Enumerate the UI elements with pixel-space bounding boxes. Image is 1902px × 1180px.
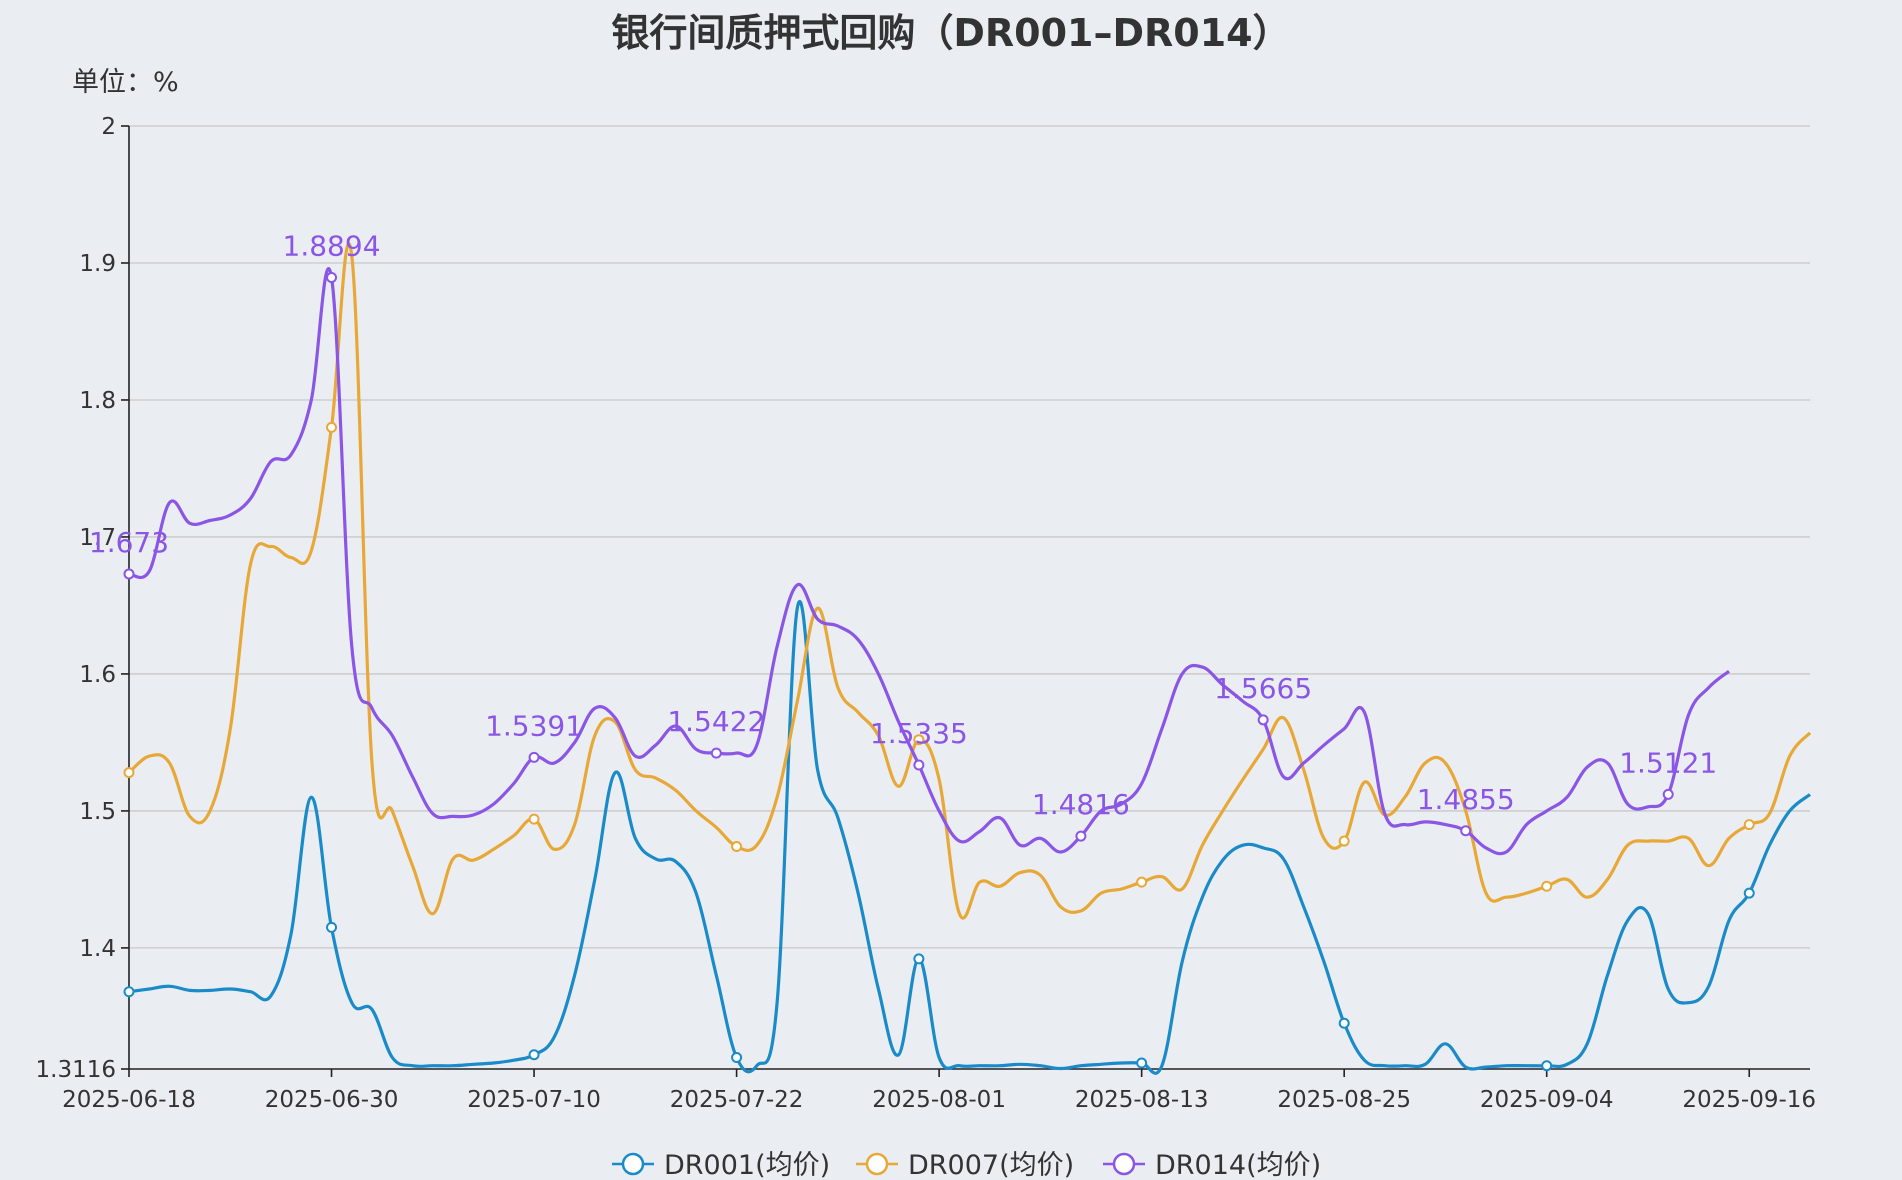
data-point (123, 986, 135, 998)
data-label: 1.673 (89, 526, 169, 559)
data-point (1136, 1057, 1148, 1069)
data-point (913, 953, 925, 965)
legend-marker (865, 1152, 889, 1176)
series-line (127, 242, 1812, 920)
data-point (528, 1049, 540, 1061)
data-label: 1.5665 (1214, 672, 1312, 705)
data-point (731, 841, 743, 853)
unit-label: 单位：% (72, 67, 179, 98)
data-point (1460, 825, 1472, 837)
x-tick-label: 2025-09-04 (1480, 1087, 1614, 1113)
data-point (123, 767, 135, 779)
data-point (1662, 788, 1674, 800)
y-axis-ticks: 1.3116 1.4 1.5 1.6 1.7 1.8 1.9 2 (36, 114, 1810, 1083)
data-point (1743, 819, 1755, 831)
legend-marker (1112, 1152, 1136, 1176)
y-tick-label: 1.7 (79, 525, 116, 551)
chart-title: 银行间质押式回购（DR001–DR014） (611, 11, 1290, 55)
data-point (913, 759, 925, 771)
data-point (1541, 1060, 1553, 1072)
data-point (1743, 887, 1755, 899)
x-tick-label: 2025-08-01 (872, 1087, 1006, 1113)
series-3: 1.673 1.8894 1.5391 1.5422 1.5335 1.4816 1.566… (89, 230, 1731, 856)
legend-label: DR014(均价) (1155, 1150, 1321, 1180)
data-label: 1.4855 (1417, 783, 1515, 816)
data-label: 1.5335 (870, 717, 968, 750)
legend-label: DR001(均价) (664, 1150, 830, 1180)
data-label: 1.8894 (283, 230, 381, 263)
x-tick-label: 2025-07-10 (467, 1087, 601, 1113)
y-tick-label: 1.3116 (36, 1057, 116, 1083)
y-tick-label: 1.8 (79, 388, 116, 414)
series-line (128, 267, 1731, 856)
legend-item: DR007(均价) (856, 1150, 1074, 1180)
data-point (1338, 1017, 1350, 1029)
series-1 (123, 599, 1812, 1075)
data-point (913, 734, 925, 746)
data-label: 1.5121 (1619, 746, 1717, 779)
y-tick-label: 1.6 (79, 662, 116, 688)
series-2 (123, 242, 1812, 920)
legend-label: DR007(均价) (908, 1150, 1074, 1180)
x-tick-label: 2025-09-16 (1682, 1087, 1816, 1113)
data-point (1136, 876, 1148, 888)
legend-marker (621, 1152, 645, 1176)
y-tick-label: 1.5 (79, 799, 116, 825)
x-axis-ticks: 2025-06-18 2025-06-30 2025-07-10 2025-07-22… (62, 1069, 1816, 1113)
x-tick-label: 2025-06-30 (265, 1087, 399, 1113)
data-label: 1.5422 (667, 705, 765, 738)
data-point (528, 751, 540, 763)
data-point (1257, 714, 1269, 726)
y-tick-label: 1.9 (79, 251, 116, 277)
data-point (123, 568, 135, 580)
legend-item: DR001(均价) (612, 1150, 830, 1180)
data-point (326, 921, 338, 933)
x-tick-label: 2025-08-13 (1075, 1087, 1209, 1113)
legend: DR001(均价) DR007(均价) DR014(均价) (612, 1150, 1321, 1180)
x-tick-label: 2025-07-22 (670, 1087, 804, 1113)
data-point (1075, 830, 1087, 842)
y-tick-label: 2 (101, 114, 116, 140)
data-label: 1.4816 (1032, 788, 1130, 821)
legend-item: DR014(均价) (1103, 1150, 1321, 1180)
data-point (528, 813, 540, 825)
data-point (731, 1051, 743, 1063)
data-label: 1.5391 (485, 709, 583, 742)
x-tick-label: 2025-06-18 (62, 1087, 196, 1113)
x-tick-label: 2025-08-25 (1277, 1087, 1411, 1113)
data-point (1541, 880, 1553, 892)
data-point (1338, 835, 1350, 847)
data-point (326, 421, 338, 433)
y-tick-label: 1.4 (79, 936, 116, 962)
data-point (710, 747, 722, 759)
data-point (326, 272, 338, 284)
